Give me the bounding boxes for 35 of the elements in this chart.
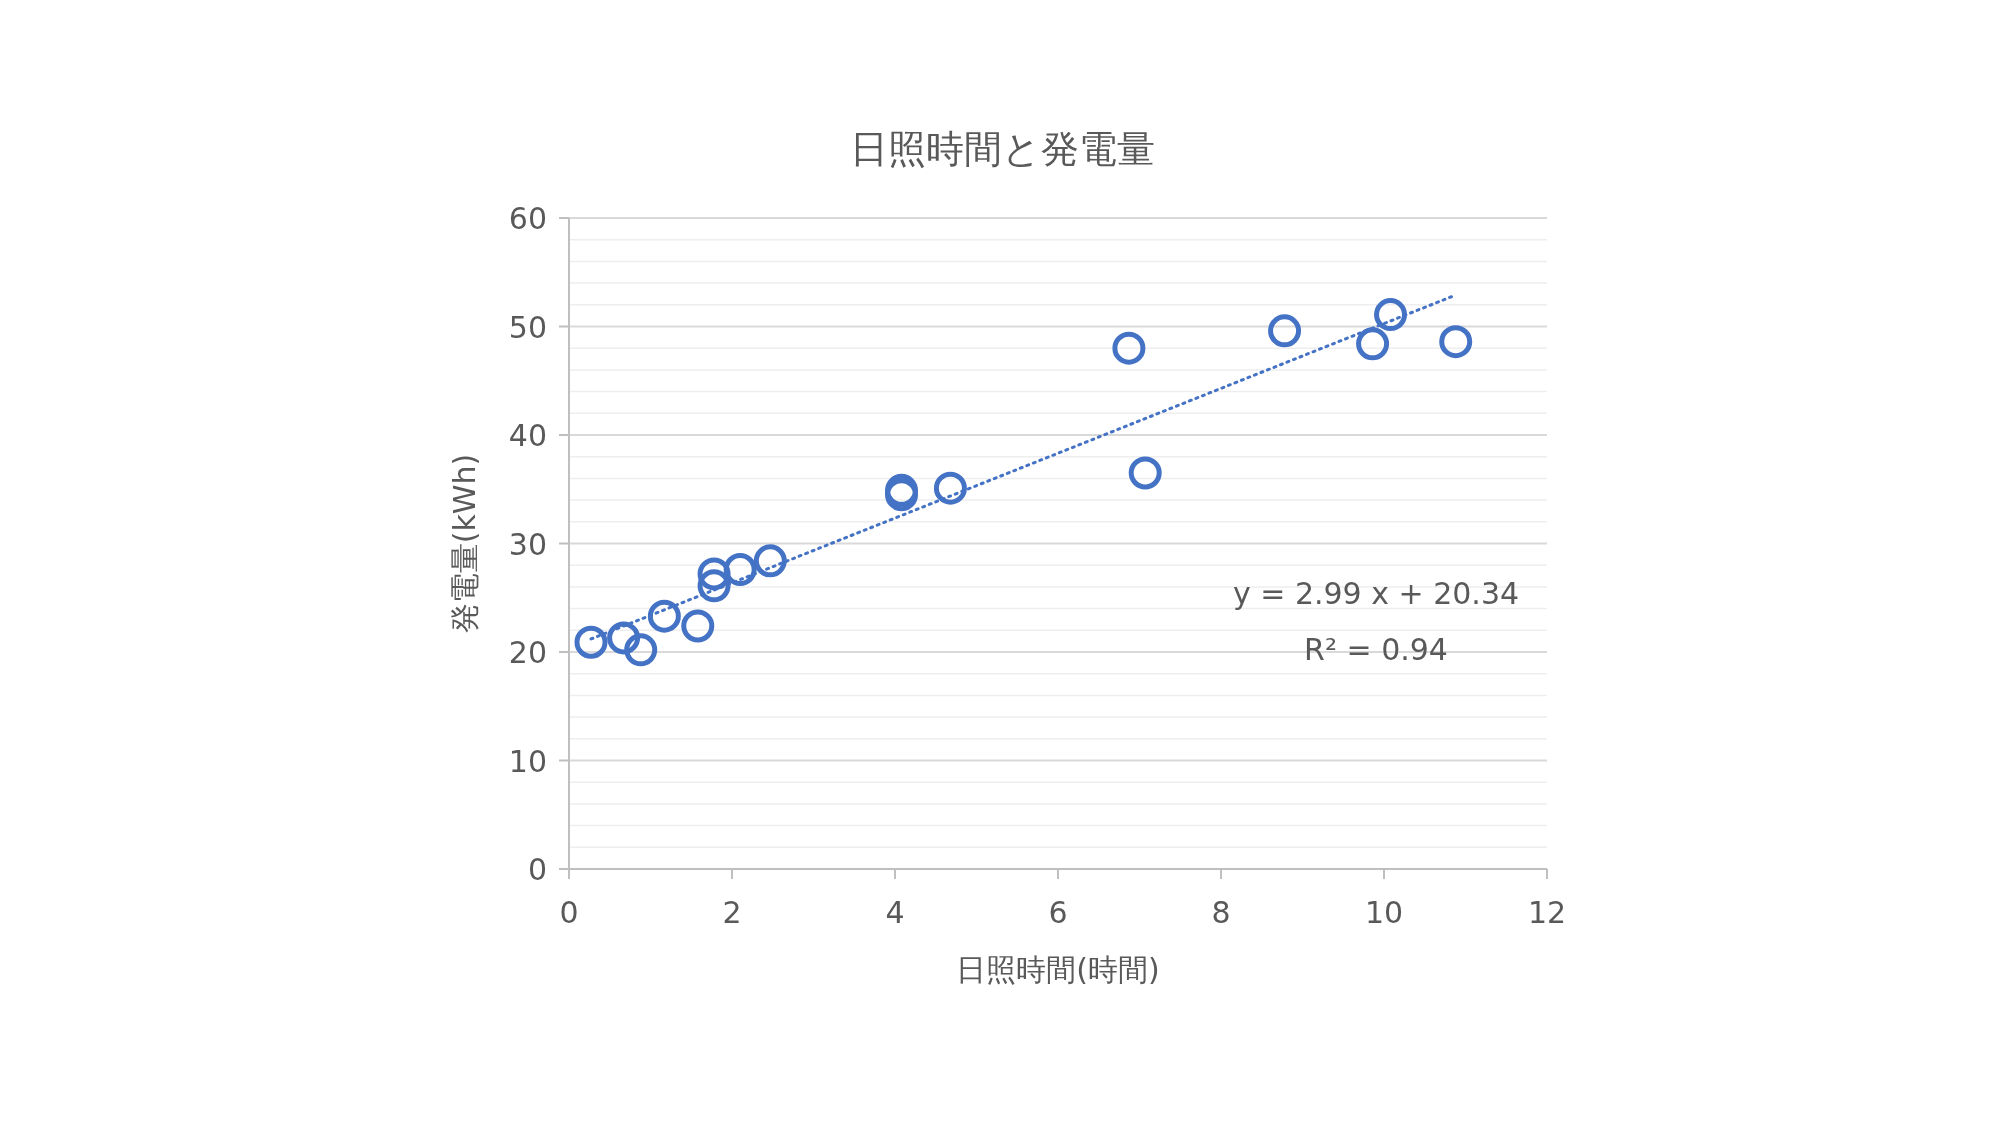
point [624,633,658,667]
point [1439,325,1473,359]
x-tick-label: 0 [559,895,579,930]
point [1112,331,1146,365]
point [1128,456,1162,490]
x-tick-label: 10 [1364,895,1404,930]
point [574,625,608,659]
y-tick-label: 40 [508,418,547,453]
x-tick-label: 12 [1527,895,1567,930]
x-axis-title: 日照時間(時間) [956,952,1160,987]
y-axis-title: 発電量(kWh) [447,453,482,634]
x-tick-label: 4 [885,895,905,930]
point [647,599,681,633]
annotation: y = 2.99 x + 20.34 [1232,576,1520,611]
y-tick-label: 0 [527,852,547,887]
point [753,544,787,578]
chart-title: 日照時間と発電量 [849,127,1155,171]
point [697,569,731,603]
y-tick-label: 50 [508,309,547,345]
x-tick-label: 8 [1211,895,1231,930]
point [1374,298,1408,332]
point [1268,314,1302,348]
y-tick-label: 60 [508,201,547,236]
point [607,621,641,655]
x-tick-label: 2 [722,895,742,930]
y-tick-label: 30 [508,526,547,562]
point [681,609,715,643]
x-tick-label: 6 [1048,895,1068,930]
y-tick-label: 10 [508,743,547,779]
point [933,471,967,505]
point [723,553,757,587]
y-tick-label: 20 [508,635,547,670]
annotation: R² = 0.94 [1304,632,1448,667]
point [1356,327,1390,361]
point [697,557,731,591]
